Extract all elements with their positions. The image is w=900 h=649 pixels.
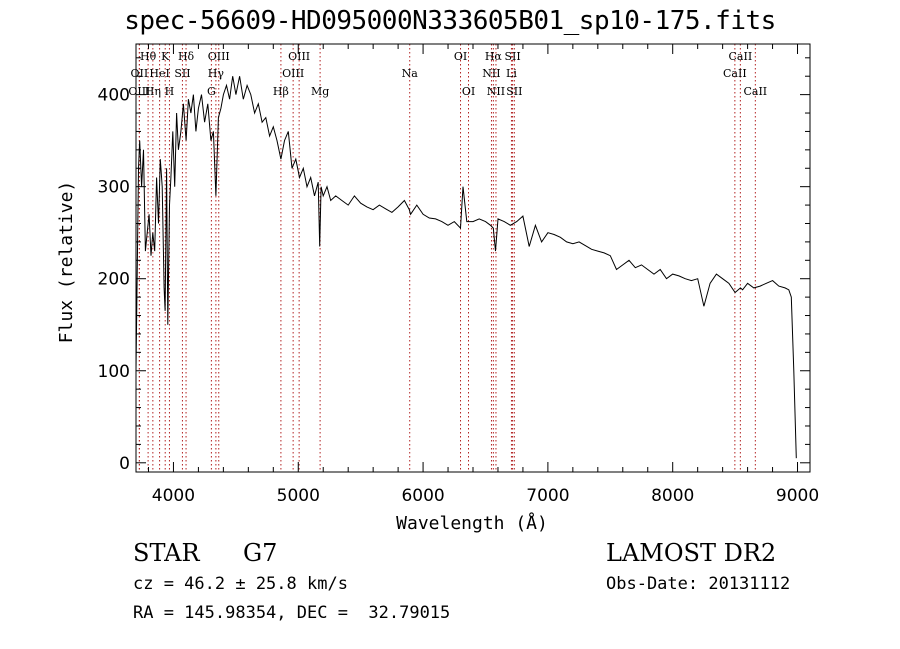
line-label: SII (174, 67, 190, 80)
y-tick-label: 100 (98, 362, 130, 382)
line-label: OIII (288, 50, 310, 63)
line-label: G (207, 85, 216, 98)
line-label: NII (482, 67, 500, 80)
line-label: CaII (729, 50, 753, 63)
line-label: OI (454, 50, 467, 63)
x-tick-label: 8000 (651, 486, 694, 506)
x-axis-label: Wavelength (Å) (396, 512, 548, 534)
chart-title: spec-56609-HD095000N333605B01_sp10-175.f… (124, 6, 776, 36)
x-tick-label: 7000 (526, 486, 569, 506)
line-label: Hδ (178, 50, 195, 63)
object-class: STAR (133, 539, 200, 567)
line-markers (138, 44, 756, 472)
line-label: Hη (145, 85, 161, 98)
x-tick-label: 5000 (277, 486, 320, 506)
line-label: OI (462, 85, 475, 98)
object-subclass: G7 (243, 539, 278, 567)
x-axis-ticks: 4000 5000 6000 7000 8000 9000 (147, 44, 819, 506)
line-label: H (165, 85, 175, 98)
y-tick-label: 200 (98, 270, 130, 290)
line-label: Hγ (208, 67, 225, 80)
line-label: HeI (149, 67, 169, 80)
x-tick-label: 6000 (401, 486, 444, 506)
line-label: CaII (723, 67, 747, 80)
line-label: NII (487, 85, 505, 98)
line-label: CaII (743, 85, 767, 98)
x-tick-label: 9000 (776, 486, 819, 506)
line-label: Mg (311, 85, 329, 98)
line-label: Li (506, 67, 517, 80)
line-label: Hθ (140, 50, 157, 63)
y-axis-ticks: 0 100 200 300 400 (98, 57, 810, 474)
line-label: Na (402, 67, 419, 80)
line-label: SII (504, 50, 520, 63)
y-tick-label: 0 (119, 454, 130, 474)
y-tick-label: 400 (98, 86, 130, 106)
line-label: Hα (485, 50, 503, 63)
line-label: OII (131, 67, 149, 80)
y-axis-label: Flux (relative) (56, 181, 77, 344)
line-label: OIII (208, 50, 230, 63)
obs-date: Obs-Date: 20131112 (606, 574, 791, 594)
x-tick-label: 4000 (152, 486, 195, 506)
line-label: Hβ (273, 85, 289, 98)
line-label: SII (506, 85, 522, 98)
survey-name: LAMOST DR2 (606, 539, 777, 567)
line-label: K (161, 50, 170, 63)
line-label: OIII (282, 67, 304, 80)
redshift-cz: cz = 46.2 ± 25.8 km/s (133, 574, 348, 594)
coordinates: RA = 145.98354, DEC = 32.79015 (133, 603, 451, 623)
y-tick-label: 300 (98, 178, 130, 198)
spectrum-line (135, 76, 797, 459)
plot-frame (135, 43, 811, 473)
